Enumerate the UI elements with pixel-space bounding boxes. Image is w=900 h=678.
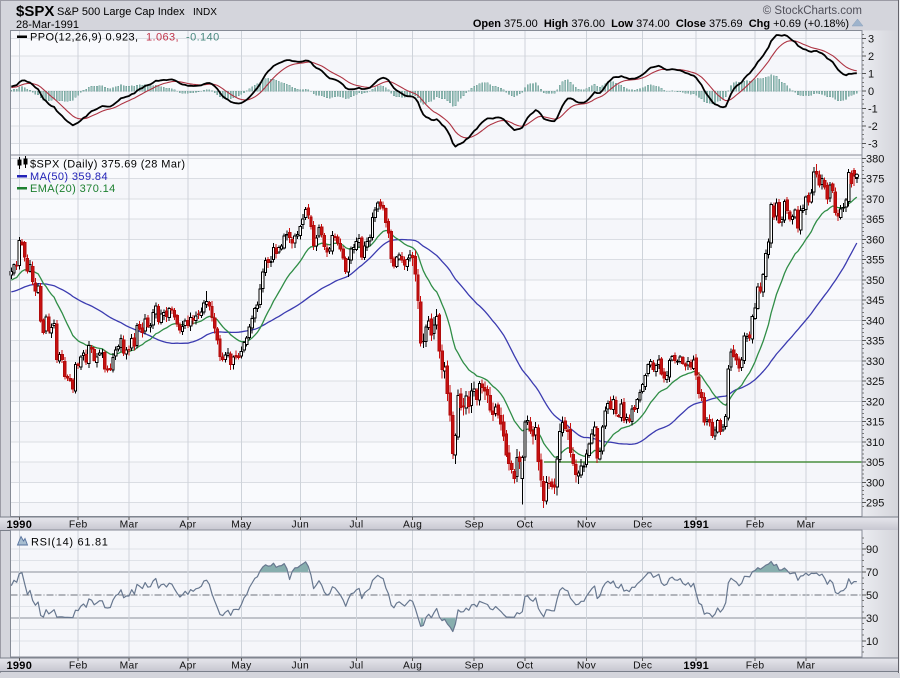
svg-text:Aug: Aug [403,661,422,672]
svg-text:MA(50) 359.84: MA(50) 359.84 [30,171,108,183]
svg-text:-0.140: -0.140 [186,32,220,44]
svg-text:305: 305 [866,457,884,469]
svg-text:380: 380 [866,154,884,166]
svg-text:360: 360 [866,234,884,246]
svg-text:Mar: Mar [797,520,816,531]
svg-text:330: 330 [866,356,884,368]
svg-text:1: 1 [868,69,874,81]
svg-text:RSI(14) 61.81: RSI(14) 61.81 [31,537,109,549]
svg-text:2: 2 [868,51,874,63]
svg-text:Jun: Jun [292,661,310,672]
svg-text:Oct: Oct [517,520,534,531]
svg-text:$SPX: $SPX [16,3,54,20]
svg-text:Nov: Nov [577,520,597,531]
svg-text:10: 10 [866,636,878,648]
svg-text:355: 355 [866,255,884,267]
svg-text:May: May [231,520,252,531]
svg-text:-2: -2 [868,121,878,133]
svg-text:335: 335 [866,336,884,348]
svg-text:1.063,: 1.063, [146,32,179,44]
svg-text:0: 0 [868,86,874,98]
svg-text:Mar: Mar [120,661,139,672]
svg-text:May: May [231,661,252,672]
svg-text:Open 375.00 High 376.00 Low: Open 375.00 High 376.00 Low 374.00 Close… [473,18,849,30]
svg-text:50: 50 [866,590,878,602]
svg-text:Oct: Oct [517,661,534,672]
svg-text:28-Mar-1991: 28-Mar-1991 [16,19,79,31]
svg-text:Feb: Feb [746,661,765,672]
svg-text:325: 325 [866,376,884,388]
svg-text:295: 295 [866,498,884,510]
svg-text:-1: -1 [868,103,878,115]
svg-text:340: 340 [866,315,884,327]
svg-text:320: 320 [866,396,884,408]
svg-text:315: 315 [866,417,884,429]
svg-text:S&P 500 Large Cap Index: S&P 500 Large Cap Index [57,6,185,18]
svg-text:-3: -3 [868,138,878,150]
svg-text:© StockCharts.com: © StockCharts.com [763,5,862,17]
svg-text:90: 90 [866,544,878,556]
svg-text:30: 30 [866,613,878,625]
svg-text:Nov: Nov [577,661,597,672]
svg-text:365: 365 [866,214,884,226]
svg-text:Mar: Mar [797,661,816,672]
svg-text:$SPX (Daily) 375.69 (28 Mar): $SPX (Daily) 375.69 (28 Mar) [30,159,185,171]
svg-text:Feb: Feb [69,520,88,531]
svg-text:Jul: Jul [349,520,363,531]
svg-text:1990: 1990 [6,519,32,531]
svg-text:Jul: Jul [349,661,363,672]
svg-text:Mar: Mar [120,520,139,531]
svg-text:INDX: INDX [193,7,217,18]
svg-text:1990: 1990 [6,660,32,672]
svg-text:Dec: Dec [633,520,652,531]
svg-text:EMA(20) 370.14: EMA(20) 370.14 [30,183,116,195]
svg-text:300: 300 [866,477,884,489]
svg-text:310: 310 [866,437,884,449]
svg-text:Apr: Apr [179,520,196,531]
svg-text:3: 3 [868,34,874,46]
svg-text:1991: 1991 [683,519,709,531]
svg-text:Dec: Dec [633,661,652,672]
svg-text:Jun: Jun [292,520,310,531]
svg-text:1991: 1991 [683,660,709,672]
svg-text:Feb: Feb [69,661,88,672]
svg-text:Feb: Feb [746,520,765,531]
svg-text:Sep: Sep [465,661,484,672]
svg-text:350: 350 [866,275,884,287]
svg-text:70: 70 [866,567,878,579]
svg-text:345: 345 [866,295,884,307]
svg-text:370: 370 [866,194,884,206]
svg-text:PPO(12,26,9) 0.923,: PPO(12,26,9) 0.923, [30,32,139,44]
svg-text:Apr: Apr [179,661,196,672]
svg-text:Aug: Aug [403,520,422,531]
svg-text:375: 375 [866,174,884,186]
svg-text:Sep: Sep [465,520,484,531]
